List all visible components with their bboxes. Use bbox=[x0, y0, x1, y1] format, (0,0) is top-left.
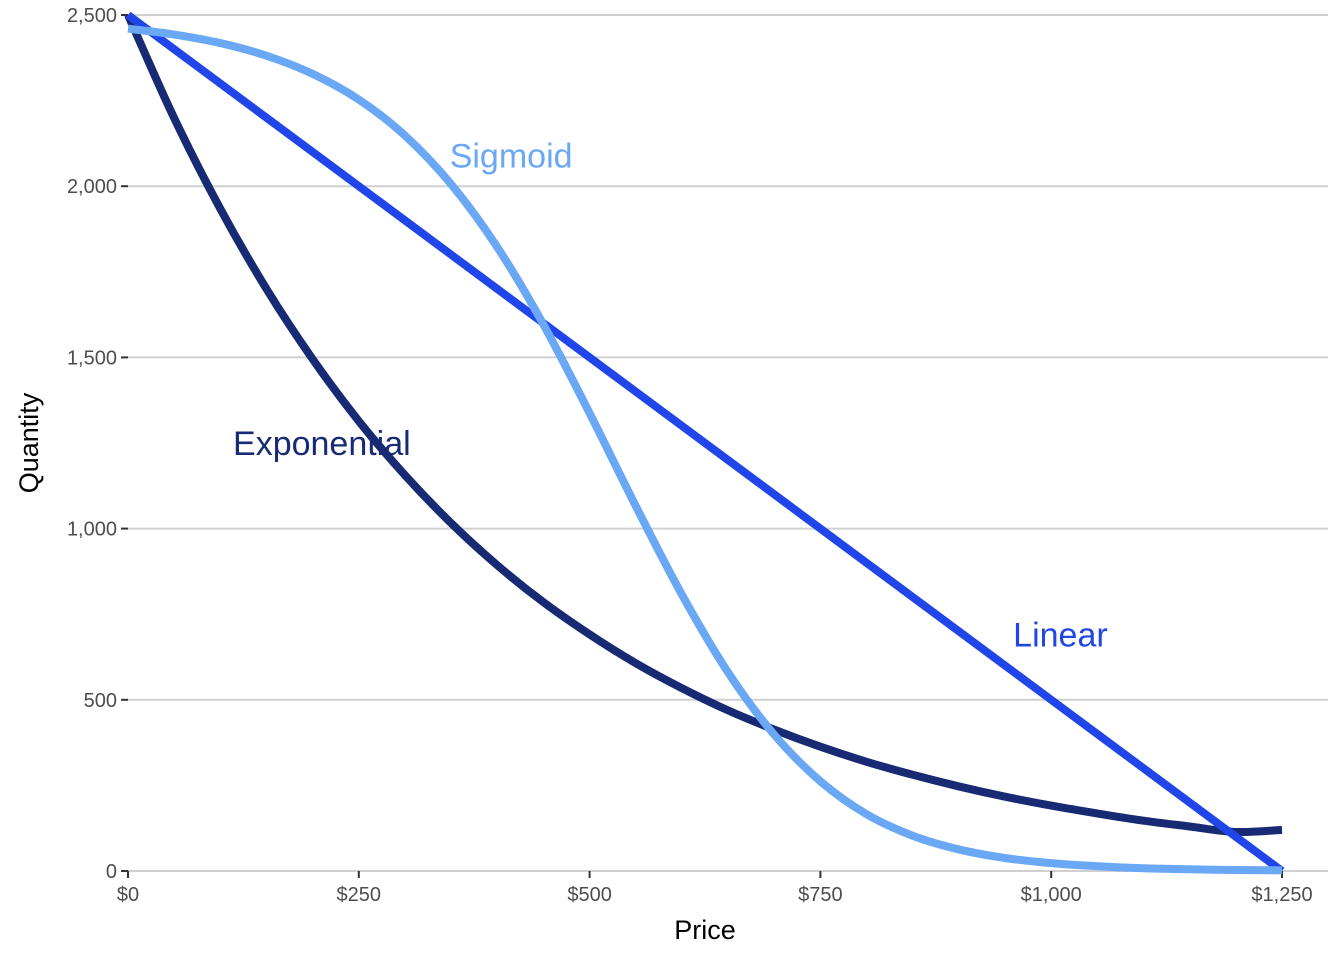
series-labels: Exponential Linear Sigmoid bbox=[233, 137, 1108, 654]
x-tick-label: $0 bbox=[117, 884, 139, 906]
x-tick-label: $1,000 bbox=[1021, 884, 1082, 906]
series-label-linear: Linear bbox=[1013, 617, 1108, 655]
series-lines bbox=[124, 11, 1285, 875]
series-label-sigmoid: Sigmoid bbox=[450, 137, 573, 175]
x-tick-label: $250 bbox=[337, 884, 382, 906]
y-tick-label: 0 bbox=[106, 861, 117, 883]
y-tick-label: 2,500 bbox=[67, 5, 117, 27]
x-tick-label: $750 bbox=[798, 884, 843, 906]
x-tick-label: $500 bbox=[567, 884, 612, 906]
series-line-sigmoid bbox=[127, 24, 1283, 875]
series-label-exponential: Exponential bbox=[233, 425, 411, 463]
x-axis-title: Price bbox=[674, 915, 736, 945]
y-tick-label: 500 bbox=[84, 690, 117, 712]
axes: 0 500 1,000 1,500 2,000 2,500 $0 $250 $500 $750 $1… bbox=[67, 5, 1313, 906]
series-line-linear bbox=[125, 11, 1285, 875]
y-tick-label: 1,000 bbox=[67, 519, 117, 541]
y-axis-title: Quantity bbox=[14, 392, 44, 493]
x-tick-label: $1,250 bbox=[1251, 884, 1312, 906]
y-tick-label: 1,500 bbox=[67, 347, 117, 369]
series-line-exponential bbox=[124, 13, 1283, 837]
y-tick-label: 2,000 bbox=[67, 176, 117, 198]
